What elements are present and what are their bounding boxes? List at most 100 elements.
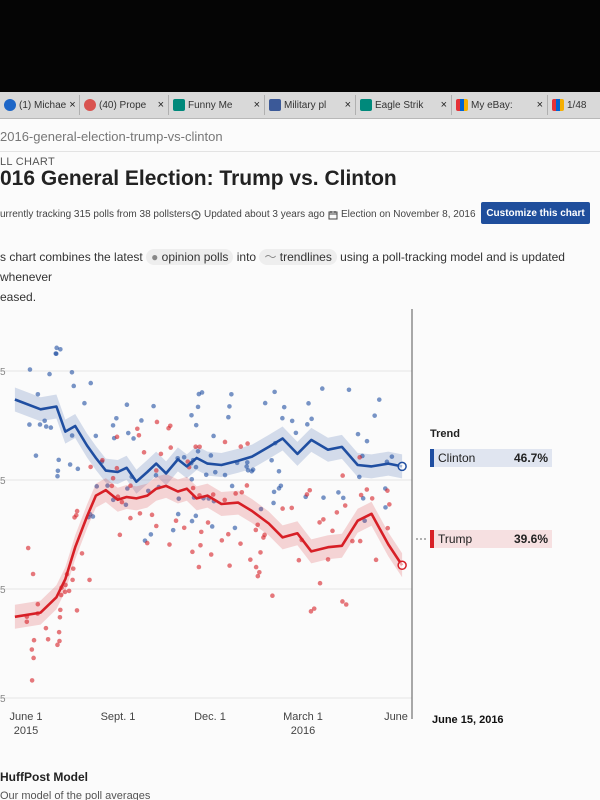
trump-poll-dot[interactable]	[358, 492, 364, 498]
clinton-poll-dot[interactable]	[193, 464, 199, 470]
clinton-poll-dot[interactable]	[319, 386, 325, 391]
trump-poll-dot[interactable]	[317, 580, 323, 586]
trump-poll-dot[interactable]	[137, 511, 143, 516]
clinton-poll-dot[interactable]	[226, 414, 231, 420]
clinton-poll-dot[interactable]	[271, 500, 276, 506]
close-icon[interactable]: ×	[157, 99, 164, 111]
clinton-poll-dot[interactable]	[125, 430, 131, 436]
browser-tab[interactable]: Military pl ×	[265, 95, 356, 115]
trump-trendline[interactable]	[14, 484, 404, 619]
clinton-poll-dot[interactable]	[222, 472, 228, 478]
clinton-poll-dot[interactable]	[232, 525, 238, 531]
trendlines-pill[interactable]: 〜 trendlines	[259, 249, 337, 265]
trump-poll-dot[interactable]	[307, 487, 313, 493]
clinton-poll-dot[interactable]	[37, 422, 43, 427]
trump-poll-dot[interactable]	[227, 563, 232, 568]
trump-poll-dot[interactable]	[70, 566, 76, 571]
close-icon[interactable]: ×	[536, 99, 543, 111]
clinton-poll-dot[interactable]	[272, 389, 277, 395]
browser-tab[interactable]: (1) Michae ×	[0, 95, 80, 115]
clinton-poll-dot[interactable]	[43, 424, 49, 429]
trump-poll-dot[interactable]	[222, 497, 227, 503]
clinton-poll-dot[interactable]	[229, 483, 235, 489]
clinton-poll-dot[interactable]	[195, 448, 201, 454]
clinton-poll-dot[interactable]	[153, 473, 159, 478]
trump-poll-dot[interactable]	[369, 496, 375, 501]
clinton-poll-dot[interactable]	[145, 488, 151, 494]
clinton-poll-dot[interactable]	[35, 391, 41, 397]
clinton-poll-dot[interactable]	[105, 483, 110, 488]
clinton-poll-dot[interactable]	[189, 412, 194, 418]
clinton-poll-dot[interactable]	[151, 403, 156, 409]
trump-poll-dot[interactable]	[225, 531, 231, 537]
trump-poll-dot[interactable]	[387, 502, 392, 507]
clinton-poll-dot[interactable]	[175, 511, 181, 517]
clinton-poll-dot[interactable]	[42, 418, 47, 424]
trump-poll-dot[interactable]	[321, 517, 326, 522]
trump-poll-dot[interactable]	[31, 637, 37, 643]
close-icon[interactable]: ×	[344, 99, 351, 111]
clinton-poll-dot[interactable]	[33, 453, 39, 458]
trump-poll-dot[interactable]	[190, 485, 196, 491]
trump-poll-dot[interactable]	[144, 540, 150, 546]
address-bar[interactable]: 2016-general-election-trump-vs-clinton	[0, 119, 600, 152]
clinton-poll-dot[interactable]	[281, 404, 287, 410]
trump-poll-dot[interactable]	[128, 515, 133, 521]
trump-poll-dot[interactable]	[119, 499, 125, 505]
clinton-poll-dot[interactable]	[124, 402, 130, 408]
clinton-poll-dot[interactable]	[271, 489, 277, 495]
trump-poll-dot[interactable]	[385, 525, 391, 531]
close-icon[interactable]: ×	[69, 99, 76, 111]
trump-poll-dot[interactable]	[70, 577, 75, 583]
clinton-poll-dot[interactable]	[383, 505, 388, 510]
clinton-poll-dot[interactable]	[27, 367, 33, 372]
trump-poll-dot[interactable]	[128, 483, 133, 488]
browser-tab[interactable]: My eBay: ×	[452, 95, 548, 115]
trump-poll-dot[interactable]	[205, 520, 211, 525]
clinton-poll-dot[interactable]	[110, 423, 116, 428]
trump-poll-dot[interactable]	[280, 506, 285, 511]
trump-poll-dot[interactable]	[308, 609, 314, 614]
clinton-poll-dot[interactable]	[389, 454, 395, 459]
trump-poll-dot[interactable]	[154, 468, 159, 473]
trump-poll-dot[interactable]	[342, 503, 348, 508]
clinton-poll-dot[interactable]	[208, 453, 214, 458]
browser-tab[interactable]: 1/48	[548, 95, 600, 115]
trump-poll-dot[interactable]	[173, 518, 179, 523]
clinton-poll-dot[interactable]	[355, 431, 361, 437]
clinton-poll-dot[interactable]	[269, 457, 274, 463]
trump-current-marker[interactable]	[397, 560, 407, 571]
trump-poll-dot[interactable]	[166, 425, 171, 431]
clinton-poll-dot[interactable]	[249, 469, 254, 474]
opinion-polls-pill[interactable]: ● opinion polls	[146, 249, 234, 265]
trump-poll-dot[interactable]	[185, 459, 191, 464]
clinton-poll-dot[interactable]	[131, 436, 136, 441]
clinton-poll-dot[interactable]	[170, 527, 176, 533]
trump-poll-dot[interactable]	[385, 488, 390, 493]
trump-poll-dot[interactable]	[58, 592, 64, 598]
trump-poll-dot[interactable]	[197, 444, 202, 450]
trump-poll-dot[interactable]	[262, 532, 267, 538]
clinton-poll-dot[interactable]	[278, 483, 284, 489]
trump-poll-dot[interactable]	[198, 529, 204, 535]
trump-poll-dot[interactable]	[340, 599, 345, 604]
trump-poll-dot[interactable]	[45, 636, 51, 642]
clinton-poll-dot[interactable]	[27, 422, 32, 427]
trump-poll-dot[interactable]	[238, 541, 243, 546]
clinton-poll-dot[interactable]	[305, 422, 310, 427]
trump-poll-dot[interactable]	[135, 426, 140, 432]
trump-poll-dot[interactable]	[245, 441, 250, 446]
trump-poll-dot[interactable]	[325, 557, 331, 562]
clinton-poll-dot[interactable]	[75, 466, 81, 472]
clinton-poll-dot[interactable]	[362, 518, 367, 524]
trump-poll-dot[interactable]	[248, 557, 253, 562]
trump-poll-dot[interactable]	[357, 538, 363, 544]
clinton-poll-dot[interactable]	[364, 438, 370, 444]
clinton-poll-dot[interactable]	[69, 433, 75, 438]
trump-poll-dot[interactable]	[196, 564, 202, 570]
clinton-poll-dot[interactable]	[372, 413, 377, 418]
clinton-poll-dot[interactable]	[211, 433, 216, 439]
trump-poll-dot[interactable]	[210, 492, 216, 497]
clinton-poll-dot[interactable]	[56, 457, 62, 463]
clinton-poll-dot[interactable]	[336, 490, 341, 495]
